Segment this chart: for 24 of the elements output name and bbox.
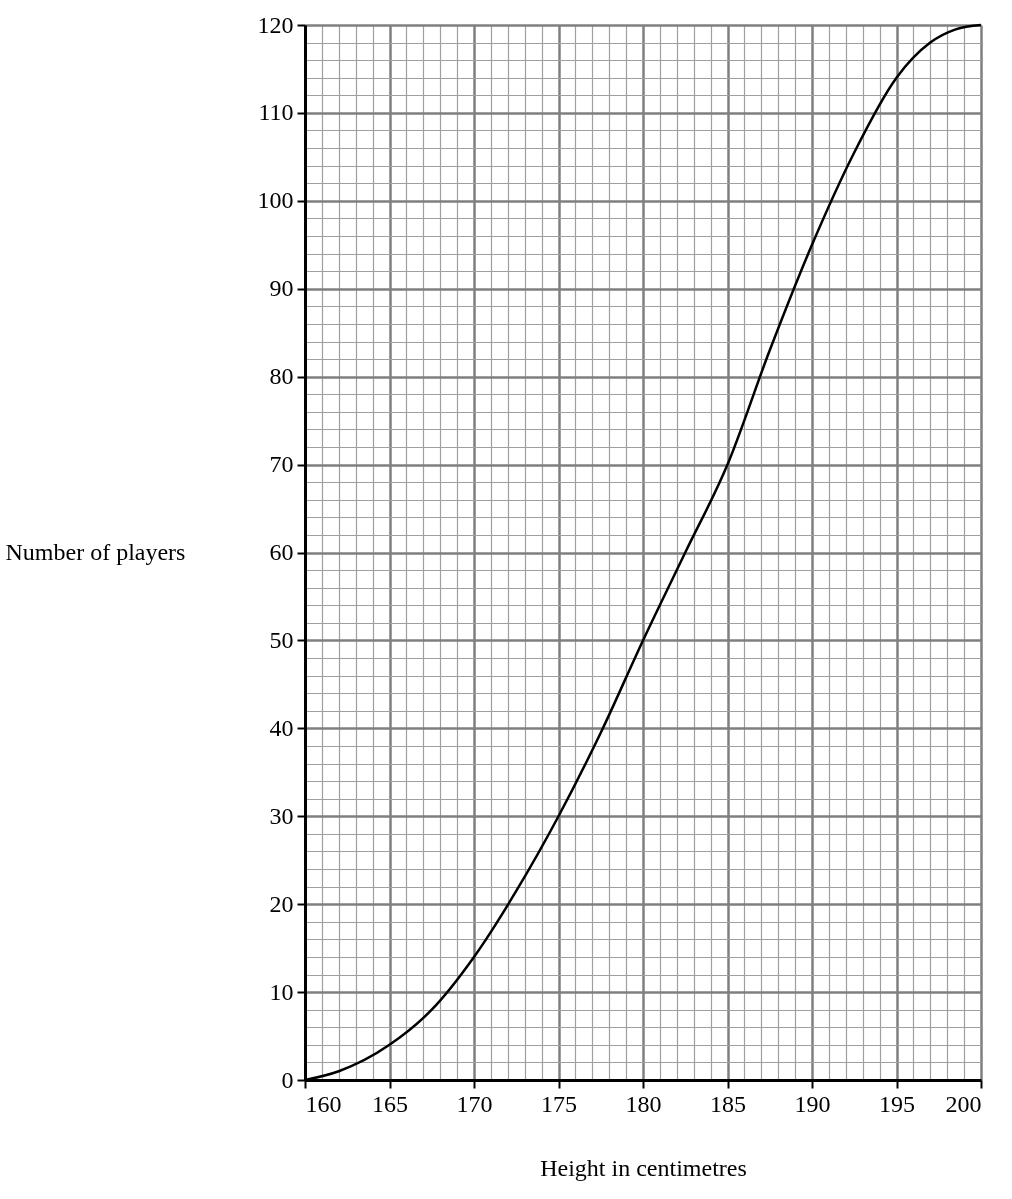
x-tick-label: 185 xyxy=(710,1090,746,1117)
y-tick-label: 90 xyxy=(269,275,294,302)
y-tick-label: 40 xyxy=(269,714,294,741)
x-tick-label: 165 xyxy=(372,1090,408,1117)
x-tick-label: 195 xyxy=(879,1090,915,1117)
y-tick-label: 60 xyxy=(269,539,294,565)
y-tick-label: 110 xyxy=(258,99,294,126)
y-tick-label: 10 xyxy=(269,978,294,1005)
y-tick-label: 0 xyxy=(281,1066,294,1093)
y-tick-label: 120 xyxy=(257,11,294,38)
x-tick-label: 180 xyxy=(625,1090,662,1117)
x-tick-label: 160 xyxy=(305,1090,342,1117)
x-tick-label: 200 xyxy=(945,1090,982,1117)
y-tick-label: 80 xyxy=(269,363,294,390)
x-axis-title: Height in centimetres xyxy=(540,1154,747,1181)
y-axis-title: Number of players xyxy=(5,539,186,565)
y-tick-label: 50 xyxy=(269,626,294,653)
x-tick-label: 175 xyxy=(541,1090,577,1117)
y-tick-label: 100 xyxy=(257,187,294,214)
x-tick-label: 170 xyxy=(456,1090,493,1117)
y-tick-label: 70 xyxy=(269,451,294,478)
x-tick-label: 190 xyxy=(794,1090,831,1117)
y-tick-label: 30 xyxy=(269,802,294,829)
y-tick-label: 20 xyxy=(269,890,294,917)
